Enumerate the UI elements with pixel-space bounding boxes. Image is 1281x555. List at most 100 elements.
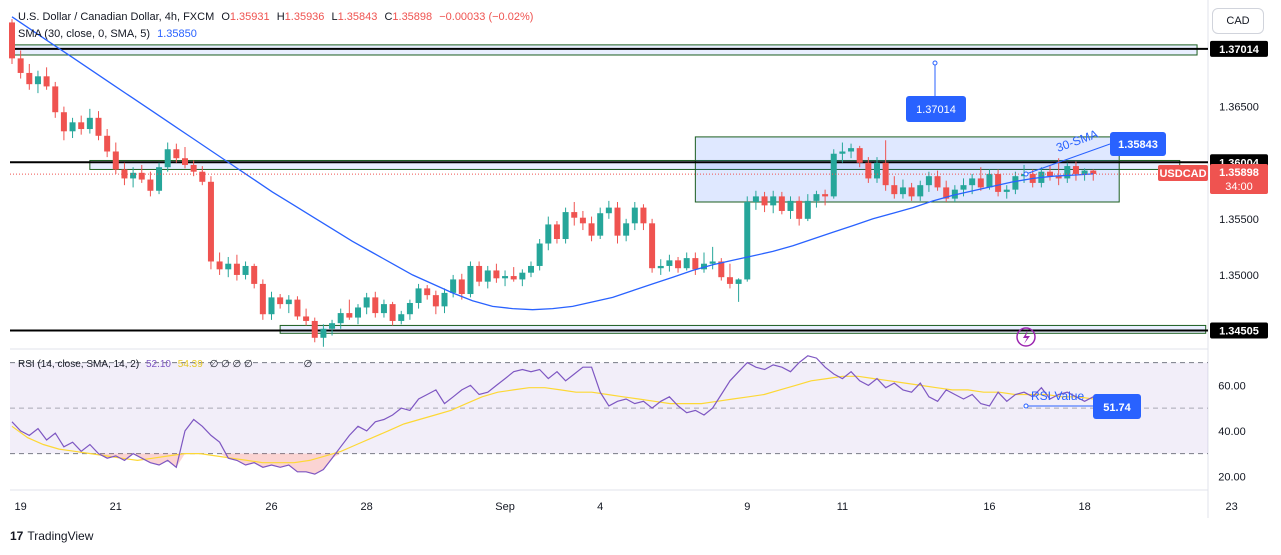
tradingview-brand[interactable]: 17 TradingView bbox=[10, 529, 93, 543]
resistance-callout-box bbox=[906, 96, 966, 122]
rsi-tick-label: 20.00 bbox=[1218, 471, 1246, 483]
candle-body bbox=[588, 223, 595, 236]
main-pane[interactable] bbox=[10, 0, 1208, 349]
candle-body bbox=[398, 314, 405, 321]
rsi-pane[interactable] bbox=[10, 355, 1208, 475]
level-price-box bbox=[1210, 40, 1268, 57]
candles-layer bbox=[9, 19, 1097, 347]
candle-body bbox=[528, 265, 534, 273]
time-axis[interactable]: 19 21 26 28 Sep 4 9 11 16 18 23 bbox=[15, 501, 1238, 513]
symbol-price-tag: USDCAD 1.35898 34:00 bbox=[1158, 164, 1268, 194]
candle-body bbox=[52, 86, 59, 113]
candle-body bbox=[242, 265, 249, 275]
time-tick-label: 4 bbox=[597, 501, 603, 513]
rsi-annotation[interactable]: RSI Value 51.74 bbox=[1023, 389, 1141, 419]
symbol-tag-box bbox=[1158, 165, 1208, 181]
rsi-header[interactable]: RSI (14, close, SMA, 14, 2) 52.10 54.39 … bbox=[18, 359, 316, 370]
candle-body bbox=[424, 288, 431, 296]
candle-body bbox=[346, 313, 353, 318]
candle-body bbox=[977, 178, 984, 188]
time-tick-label: 9 bbox=[744, 501, 750, 513]
current-price-value: 1.35898 bbox=[1219, 167, 1259, 179]
candle-body bbox=[493, 270, 500, 279]
sma-callout-box bbox=[1110, 132, 1166, 156]
time-tick-label: Sep bbox=[495, 501, 515, 513]
candle-body bbox=[787, 200, 794, 211]
candle-body bbox=[796, 200, 803, 219]
c-label: C bbox=[384, 11, 393, 23]
sma-callout-text: 1.35843 bbox=[1118, 139, 1158, 151]
candle-body bbox=[1072, 166, 1079, 174]
candle-body bbox=[311, 320, 318, 338]
candle-body bbox=[804, 200, 811, 219]
time-tick-label: 28 bbox=[361, 501, 373, 513]
resistance-callout[interactable]: 1.37014 bbox=[906, 60, 966, 122]
candle-body bbox=[112, 151, 119, 170]
candle-body bbox=[26, 72, 33, 85]
candle-body bbox=[1064, 166, 1071, 179]
candle-body bbox=[294, 299, 301, 317]
sma-layer bbox=[11, 16, 1094, 311]
candle-body bbox=[726, 277, 733, 284]
h-label: H bbox=[276, 11, 285, 23]
candle-body bbox=[666, 260, 673, 266]
candle-body bbox=[389, 304, 396, 321]
candle-body bbox=[692, 258, 699, 270]
level-price-label: 1.37014 bbox=[1219, 44, 1260, 56]
symbol-header: U.S. Dollar / Canadian Dollar, 4h, FXCM … bbox=[18, 11, 537, 23]
tradingview-logo-icon: 17 bbox=[10, 529, 24, 543]
sma-header[interactable]: SMA (30, close, 0, SMA, 5) 1.35850 bbox=[18, 28, 201, 40]
candle-body bbox=[233, 263, 240, 275]
candle-body bbox=[995, 173, 1002, 192]
rsi-callout-text: 51.74 bbox=[1103, 402, 1131, 414]
candle-body bbox=[934, 176, 941, 188]
resistance-callout-anchor bbox=[932, 60, 938, 66]
candle-body bbox=[130, 172, 137, 179]
candle-body bbox=[571, 212, 578, 218]
candle-body bbox=[848, 148, 855, 152]
candle-body bbox=[303, 316, 310, 321]
time-tick-label: 19 bbox=[15, 501, 27, 513]
candle-body bbox=[138, 172, 145, 180]
candle-body bbox=[190, 164, 197, 172]
rsi-ma-legend-value: 54.39 bbox=[177, 359, 203, 370]
candle-body bbox=[830, 153, 837, 197]
candle-body bbox=[770, 196, 777, 206]
levels-layer bbox=[10, 47, 1208, 332]
candle-body bbox=[9, 22, 15, 59]
time-tick-label: 21 bbox=[110, 501, 122, 513]
price-tick-label: 1.36500 bbox=[1219, 102, 1259, 114]
candle-body bbox=[78, 122, 85, 130]
candle-body bbox=[1047, 171, 1053, 177]
candle-body bbox=[605, 207, 612, 214]
rsi-tick-label: 40.00 bbox=[1218, 426, 1246, 438]
candle-body bbox=[986, 173, 993, 188]
h-value: 1.35936 bbox=[284, 11, 325, 23]
candle-body bbox=[207, 181, 214, 262]
candle-body bbox=[320, 328, 327, 338]
candle-body bbox=[104, 135, 111, 152]
candle-body bbox=[363, 297, 370, 308]
candle-body bbox=[761, 196, 768, 206]
currency-button[interactable]: CAD bbox=[1212, 8, 1264, 34]
candle-body bbox=[372, 297, 379, 314]
candle-body bbox=[882, 162, 889, 186]
candle-body bbox=[579, 217, 586, 224]
time-tick-label: 16 bbox=[983, 501, 995, 513]
ohlc-high: H1.35936 bbox=[277, 11, 325, 23]
candle-body bbox=[199, 171, 206, 182]
candle-body bbox=[908, 187, 915, 197]
candle-body bbox=[216, 261, 223, 270]
candle-body bbox=[259, 283, 266, 315]
level-price-box bbox=[1210, 322, 1268, 339]
candle-body bbox=[484, 270, 491, 282]
candle-body bbox=[519, 272, 526, 280]
candle-body bbox=[1003, 189, 1010, 192]
rsi-legend-extra: ∅ ∅ ∅ ∅ bbox=[209, 359, 253, 370]
rsi-axis[interactable]: 60.00 40.00 20.00 bbox=[1218, 380, 1246, 483]
candle-body bbox=[69, 122, 76, 132]
candle-body bbox=[60, 112, 67, 132]
lightning-icon[interactable] bbox=[1016, 327, 1036, 347]
candle-body bbox=[147, 179, 154, 191]
time-tick-label: 26 bbox=[265, 501, 277, 513]
